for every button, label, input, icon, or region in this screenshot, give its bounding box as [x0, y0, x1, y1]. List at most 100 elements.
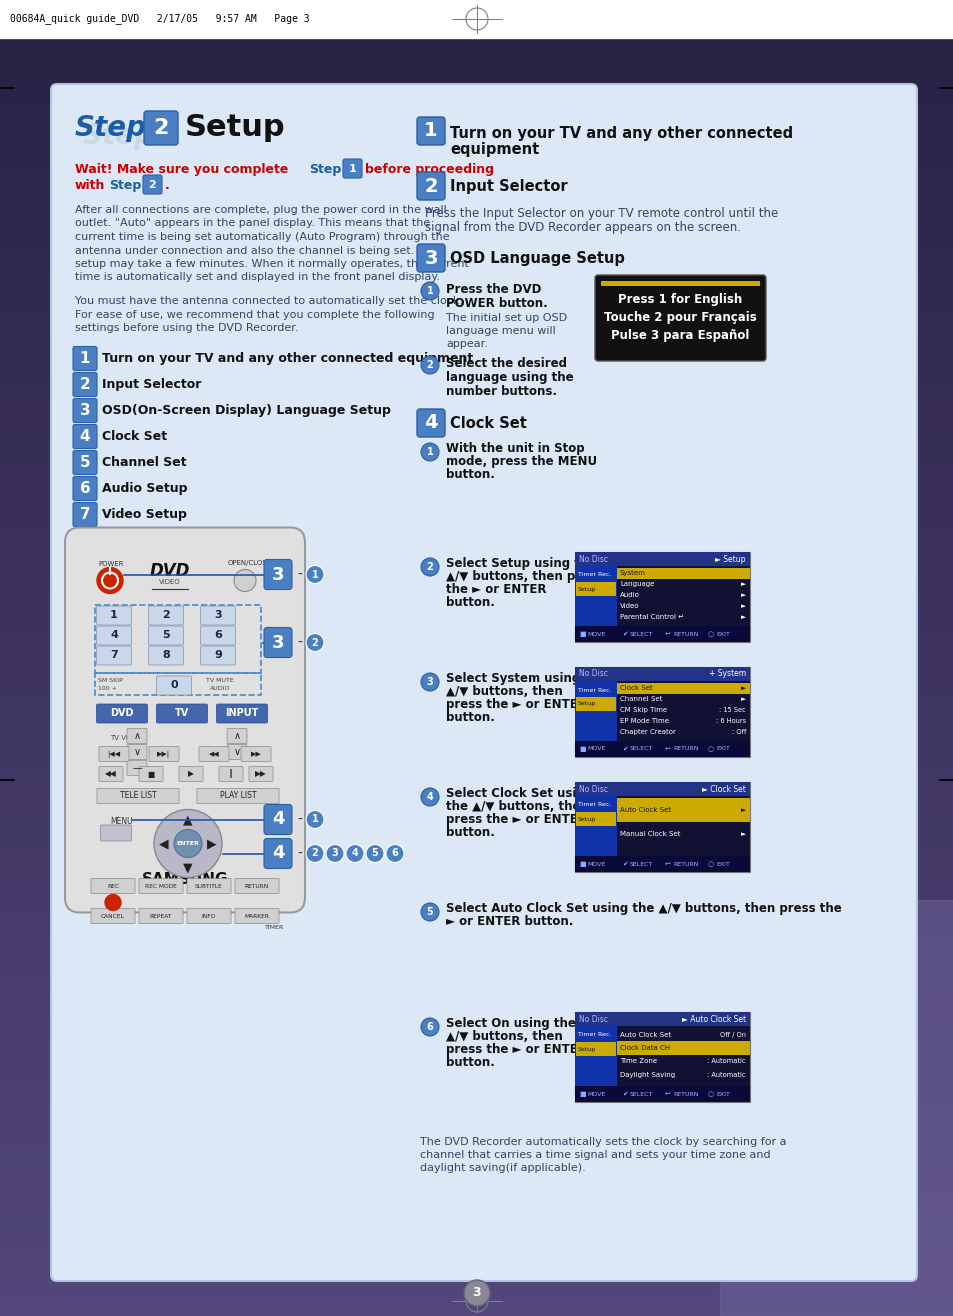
Text: ✔: ✔: [621, 630, 627, 637]
Text: Channel Set: Channel Set: [102, 457, 187, 468]
Text: outlet. "Auto" appears in the panel display. This means that the: outlet. "Auto" appears in the panel disp…: [75, 218, 430, 229]
Bar: [0, 38, 953, 62]
Text: ■: ■: [578, 630, 585, 637]
FancyBboxPatch shape: [264, 838, 292, 869]
Text: ◀◀: ◀◀: [105, 770, 117, 779]
FancyBboxPatch shape: [249, 766, 273, 782]
Text: Select the desired: Select the desired: [446, 357, 566, 370]
Text: 3: 3: [272, 566, 284, 583]
Text: ►: ►: [740, 686, 745, 691]
Text: ○: ○: [707, 861, 714, 867]
Text: Select System using the: Select System using the: [446, 672, 606, 686]
Text: ► Clock Set: ► Clock Set: [701, 784, 745, 794]
FancyBboxPatch shape: [149, 646, 183, 665]
FancyBboxPatch shape: [99, 766, 123, 782]
Text: REC MODE: REC MODE: [145, 883, 176, 888]
Text: 4: 4: [426, 792, 433, 801]
Text: 4: 4: [110, 630, 118, 641]
Bar: [0, 634, 953, 658]
Bar: [575, 741, 749, 757]
Bar: [0, 166, 953, 190]
FancyBboxPatch shape: [576, 582, 616, 596]
FancyBboxPatch shape: [91, 879, 135, 894]
FancyBboxPatch shape: [91, 908, 135, 924]
Text: channel that carries a time signal and sets your time zone and: channel that carries a time signal and s…: [419, 1150, 770, 1159]
Bar: [0, 676, 953, 700]
Text: ►: ►: [740, 603, 745, 609]
Text: |◀◀: |◀◀: [108, 750, 120, 758]
Text: EXIT: EXIT: [716, 1091, 729, 1096]
Circle shape: [420, 282, 438, 300]
Text: : 6 Hours: : 6 Hours: [715, 719, 745, 724]
Text: : Off: : Off: [731, 729, 745, 736]
Text: EXIT: EXIT: [716, 862, 729, 866]
FancyBboxPatch shape: [200, 605, 235, 625]
Text: EXIT: EXIT: [716, 746, 729, 751]
Text: SAMSUNG: SAMSUNG: [142, 873, 228, 887]
Text: ▶▶: ▶▶: [251, 751, 261, 757]
Bar: [0, 1209, 953, 1233]
Text: ▲/▼ buttons, then: ▲/▼ buttons, then: [446, 1030, 562, 1044]
FancyBboxPatch shape: [179, 766, 203, 782]
Text: ►: ►: [740, 615, 745, 620]
Text: ○: ○: [707, 1091, 714, 1098]
Text: ► Auto Clock Set: ► Auto Clock Set: [681, 1015, 745, 1024]
Text: ↩: ↩: [664, 746, 670, 751]
Bar: [0, 486, 953, 508]
Bar: [575, 626, 749, 642]
Text: Step: Step: [309, 163, 341, 176]
Text: Setup: Setup: [578, 816, 596, 821]
Bar: [0, 720, 953, 744]
Bar: [0, 783, 953, 807]
FancyBboxPatch shape: [149, 626, 183, 645]
FancyBboxPatch shape: [73, 372, 97, 396]
FancyBboxPatch shape: [241, 746, 271, 762]
Text: ►: ►: [740, 807, 745, 813]
Text: Daylight Saving: Daylight Saving: [619, 1071, 675, 1078]
Text: OPEN/CLOSE: OPEN/CLOSE: [228, 561, 272, 566]
Text: Language: Language: [619, 582, 654, 587]
Text: Timer Rec.: Timer Rec.: [578, 803, 611, 808]
Circle shape: [306, 633, 324, 651]
Bar: [0, 1103, 953, 1126]
Text: REC: REC: [107, 883, 119, 888]
Text: Channel Set: Channel Set: [619, 696, 661, 703]
Text: TIMER: TIMER: [265, 925, 284, 930]
Text: The initial set up OSD: The initial set up OSD: [446, 313, 566, 322]
Circle shape: [366, 845, 384, 862]
Bar: [617, 683, 749, 694]
Text: SELECT: SELECT: [629, 862, 653, 866]
Text: ‖: ‖: [229, 770, 233, 779]
Text: Audio: Audio: [619, 592, 639, 599]
Text: Timer Rec.: Timer Rec.: [578, 1033, 611, 1037]
Bar: [0, 933, 953, 955]
Bar: [575, 782, 749, 796]
Bar: [0, 1040, 953, 1062]
Circle shape: [420, 357, 438, 374]
Text: antenna under connection and also the channel is being set. The: antenna under connection and also the ch…: [75, 246, 438, 255]
Text: MOVE: MOVE: [586, 1091, 605, 1096]
Text: ✔: ✔: [621, 861, 627, 867]
Circle shape: [326, 845, 344, 862]
FancyBboxPatch shape: [127, 761, 147, 775]
Text: 3: 3: [272, 633, 284, 651]
FancyBboxPatch shape: [149, 746, 179, 762]
Text: After all connections are complete, plug the power cord in the wall: After all connections are complete, plug…: [75, 205, 446, 215]
Bar: [0, 230, 953, 253]
Text: 3: 3: [80, 403, 91, 418]
Text: 5: 5: [162, 630, 170, 641]
Bar: [575, 782, 749, 873]
Text: ∧: ∧: [133, 730, 140, 741]
Text: Input Selector: Input Selector: [450, 179, 567, 193]
Text: button.: button.: [446, 596, 495, 609]
Text: 100 +: 100 +: [98, 686, 117, 691]
FancyBboxPatch shape: [100, 825, 132, 841]
Text: ◀: ◀: [159, 837, 169, 850]
Bar: [0, 571, 953, 594]
Text: Clock Data CH: Clock Data CH: [619, 1045, 669, 1051]
Bar: [0, 101, 953, 125]
FancyBboxPatch shape: [416, 243, 444, 272]
Text: 4: 4: [424, 413, 437, 433]
Text: No Disc: No Disc: [578, 784, 607, 794]
Text: No Disc: No Disc: [578, 670, 607, 679]
